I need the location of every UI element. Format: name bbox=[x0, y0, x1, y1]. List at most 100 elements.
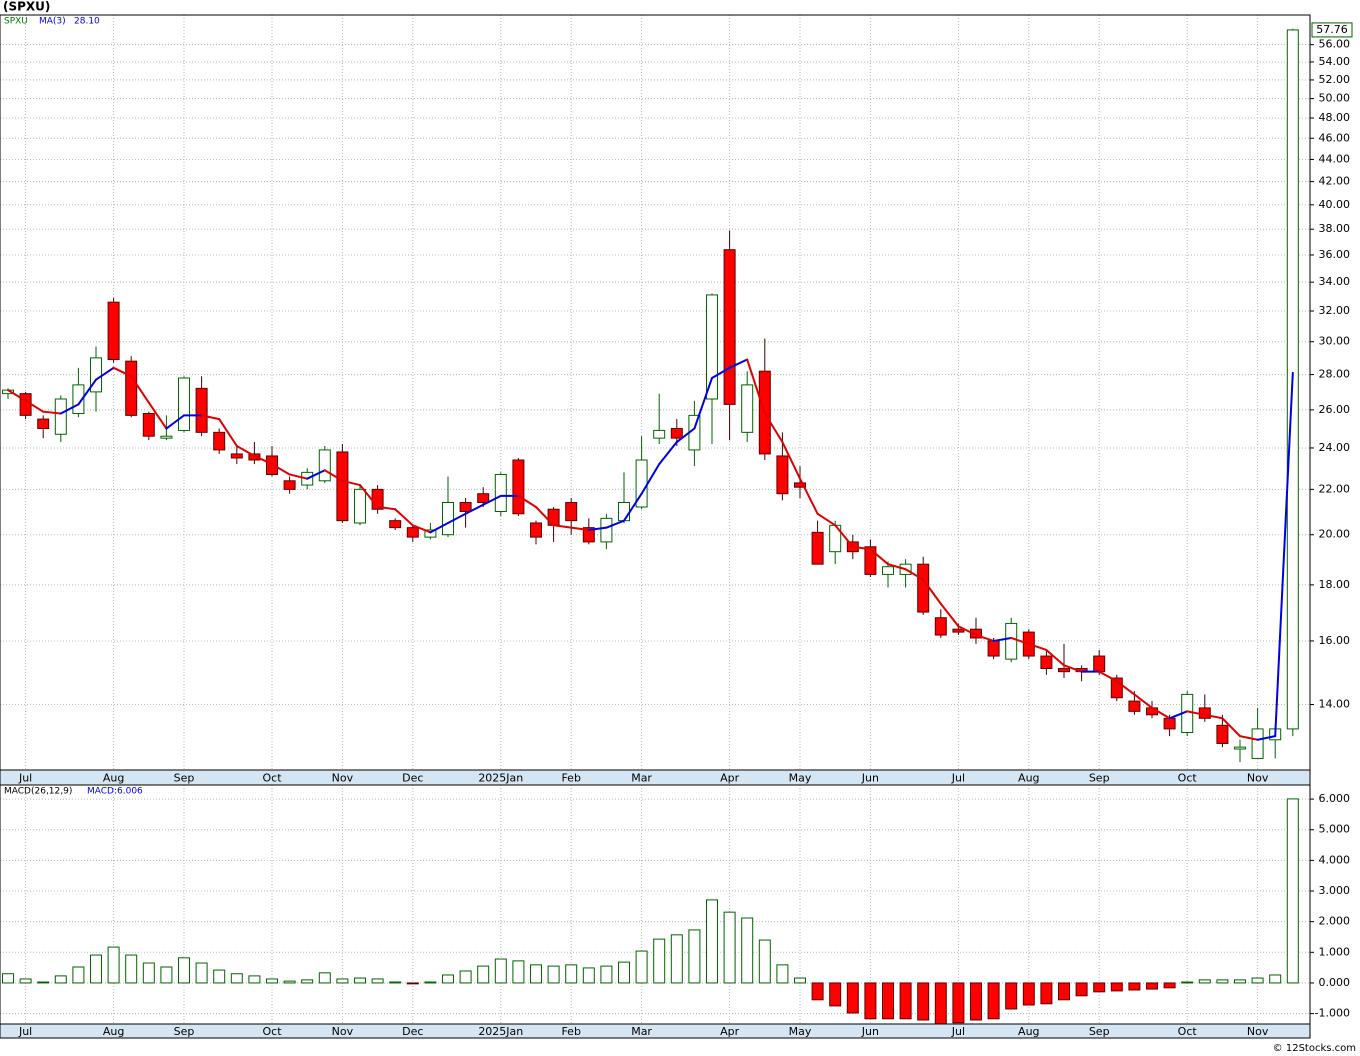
macd-bar bbox=[582, 967, 595, 984]
macd-bar bbox=[37, 981, 50, 984]
ma-line bbox=[1063, 664, 1083, 673]
macd-bar bbox=[882, 982, 894, 1020]
ma-line bbox=[517, 494, 537, 508]
ma-line bbox=[1027, 642, 1048, 651]
macd-bar bbox=[512, 960, 525, 984]
candle-body bbox=[582, 527, 595, 543]
x-tick-label: Mar bbox=[631, 1025, 652, 1038]
x-tick-label: Dec bbox=[402, 772, 423, 785]
candle-body bbox=[230, 453, 243, 459]
macd-bar bbox=[794, 977, 806, 984]
plot-area bbox=[0, 785, 1310, 1024]
candle-body bbox=[970, 628, 982, 639]
ma-line bbox=[218, 418, 238, 447]
y-tick-label: 2.000 bbox=[1319, 915, 1351, 928]
candle-body bbox=[72, 384, 85, 415]
candle-body bbox=[1234, 746, 1246, 750]
macd-bar bbox=[600, 965, 613, 984]
y-tick-label: 26.00 bbox=[1319, 403, 1351, 416]
macd-bar bbox=[266, 978, 278, 984]
x-tick-label: Aug bbox=[103, 772, 124, 785]
y-tick-label: 32.00 bbox=[1319, 304, 1351, 317]
x-tick-label: Nov bbox=[1247, 1025, 1269, 1038]
y-tick-label: 52.00 bbox=[1319, 73, 1351, 86]
ma-line bbox=[975, 634, 995, 642]
ma-line bbox=[341, 479, 361, 487]
ma-line bbox=[235, 444, 256, 457]
macd-bar bbox=[1269, 974, 1282, 984]
macd-bar bbox=[934, 982, 947, 1025]
ma-line bbox=[447, 512, 467, 524]
macd-bar bbox=[723, 911, 736, 984]
candle-body bbox=[776, 455, 789, 495]
macd-bar bbox=[530, 964, 542, 984]
macd-bar bbox=[72, 966, 85, 984]
x-tick-label: May bbox=[789, 772, 812, 785]
candle-body bbox=[125, 360, 138, 416]
ma-line bbox=[1133, 693, 1153, 709]
x-tick-label: Nov bbox=[332, 1025, 354, 1038]
last-price-box bbox=[1311, 22, 1353, 38]
ma-line bbox=[411, 524, 432, 534]
candle-body bbox=[389, 520, 402, 529]
candle-body bbox=[618, 502, 630, 522]
y-tick-label: 40.00 bbox=[1319, 198, 1351, 211]
ma-line bbox=[394, 508, 414, 527]
candle-body bbox=[1040, 655, 1053, 669]
x-tick-label: Sep bbox=[1089, 1025, 1110, 1038]
y-tick-label: 5.000 bbox=[1319, 823, 1351, 836]
macd-bar bbox=[1181, 981, 1194, 984]
ma-line bbox=[1239, 735, 1259, 741]
y-tick-label: -1.000 bbox=[1315, 1007, 1350, 1020]
candle-body bbox=[494, 473, 507, 513]
candle-body bbox=[864, 546, 877, 575]
x-tick-label: Oct bbox=[1178, 1025, 1198, 1038]
macd-bar bbox=[371, 978, 384, 984]
candle-body bbox=[512, 459, 525, 515]
x-tick-label: Sep bbox=[174, 1025, 195, 1038]
macd-bar bbox=[1022, 982, 1035, 1006]
macd-bar bbox=[142, 962, 155, 984]
ma-line bbox=[306, 469, 326, 480]
macd-bar bbox=[2, 973, 14, 984]
ma-line bbox=[869, 548, 889, 566]
macd-bar bbox=[494, 958, 507, 984]
x-tick-label: Apr bbox=[720, 1025, 740, 1038]
ma-line bbox=[376, 505, 397, 511]
macd-bar bbox=[1058, 982, 1070, 1001]
legend-ma: MA(3) bbox=[39, 17, 66, 27]
candle-body bbox=[283, 480, 296, 490]
y-tick-label: 24.00 bbox=[1319, 441, 1351, 454]
ma-line bbox=[165, 414, 185, 430]
ma-line bbox=[42, 410, 62, 415]
ma-line bbox=[834, 524, 854, 548]
ma-line bbox=[323, 469, 344, 482]
candle-body bbox=[882, 566, 894, 575]
y-tick-label: 0.000 bbox=[1319, 976, 1351, 989]
x-tick-label: Dec bbox=[402, 1025, 423, 1038]
y-tick-label: 3.000 bbox=[1319, 884, 1351, 897]
x-tick-label: Jul bbox=[18, 1025, 32, 1038]
ma-line bbox=[587, 526, 608, 531]
macd-bar bbox=[1005, 982, 1018, 1010]
macd-bar bbox=[213, 969, 226, 984]
y-tick-label: 54.00 bbox=[1319, 55, 1351, 68]
macd-bar bbox=[952, 982, 965, 1024]
x-tick-label: Jun bbox=[861, 1025, 879, 1038]
macd-bar bbox=[230, 973, 243, 984]
ma-line bbox=[147, 401, 168, 430]
plot-area bbox=[0, 15, 1310, 770]
macd-bar bbox=[1286, 798, 1299, 984]
legend-symbol: SPXU bbox=[4, 17, 28, 27]
ma-line bbox=[851, 545, 872, 551]
macd-bar bbox=[653, 938, 666, 984]
ma-line bbox=[1256, 735, 1277, 741]
ma-line bbox=[1186, 710, 1206, 716]
ma-line bbox=[482, 494, 502, 506]
ma-line bbox=[95, 366, 115, 381]
x-tick-label: Oct bbox=[262, 1025, 282, 1038]
ma-line bbox=[623, 492, 643, 522]
ma-line bbox=[922, 578, 942, 605]
candle-body bbox=[670, 428, 683, 439]
backgrounds: 14.00 16.00 18.00 20.00 22.00 24.00 26.00 28.00… bbox=[0, 15, 1350, 1024]
